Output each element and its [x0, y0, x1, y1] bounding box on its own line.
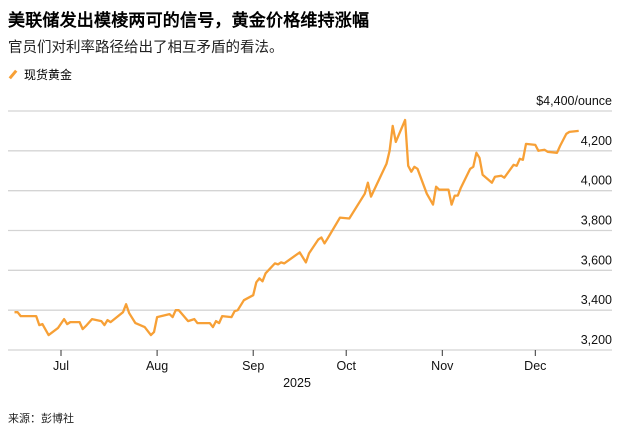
y-tick-label: $4,400/ounce: [536, 94, 612, 108]
x-tick-label: Aug: [146, 359, 168, 373]
chart-title: 美联储发出模棱两可的信号，黄金价格维持涨幅: [8, 11, 370, 31]
x-tick-label: Jul: [53, 359, 69, 373]
x-tick-label: Nov: [431, 359, 454, 373]
x-tick-label: Sep: [242, 359, 264, 373]
x-axis-label: 2025: [283, 376, 311, 390]
y-tick-label: 3,800: [581, 214, 612, 228]
chart-subtitle: 官员们对利率路径给出了相互矛盾的看法。: [8, 40, 284, 56]
x-tick-label: Oct: [336, 359, 356, 373]
source-note: 来源：彭博社: [8, 412, 74, 425]
y-tick-label: 4,000: [581, 174, 612, 188]
series-line-spot-gold: [14, 118, 579, 337]
line-chart: 3,200 3,400 3,600 3,800 4,000 4,200 $4,400/oun…: [8, 94, 612, 390]
y-tick-label: 3,400: [581, 293, 612, 307]
y-tick-label: 3,600: [581, 253, 612, 267]
x-tick-label: Dec: [524, 359, 546, 373]
y-tick-label: 3,200: [581, 333, 612, 347]
legend: 现货黄金: [8, 66, 72, 83]
y-tick-label: 4,200: [581, 134, 612, 148]
legend-label: 现货黄金: [24, 68, 73, 82]
